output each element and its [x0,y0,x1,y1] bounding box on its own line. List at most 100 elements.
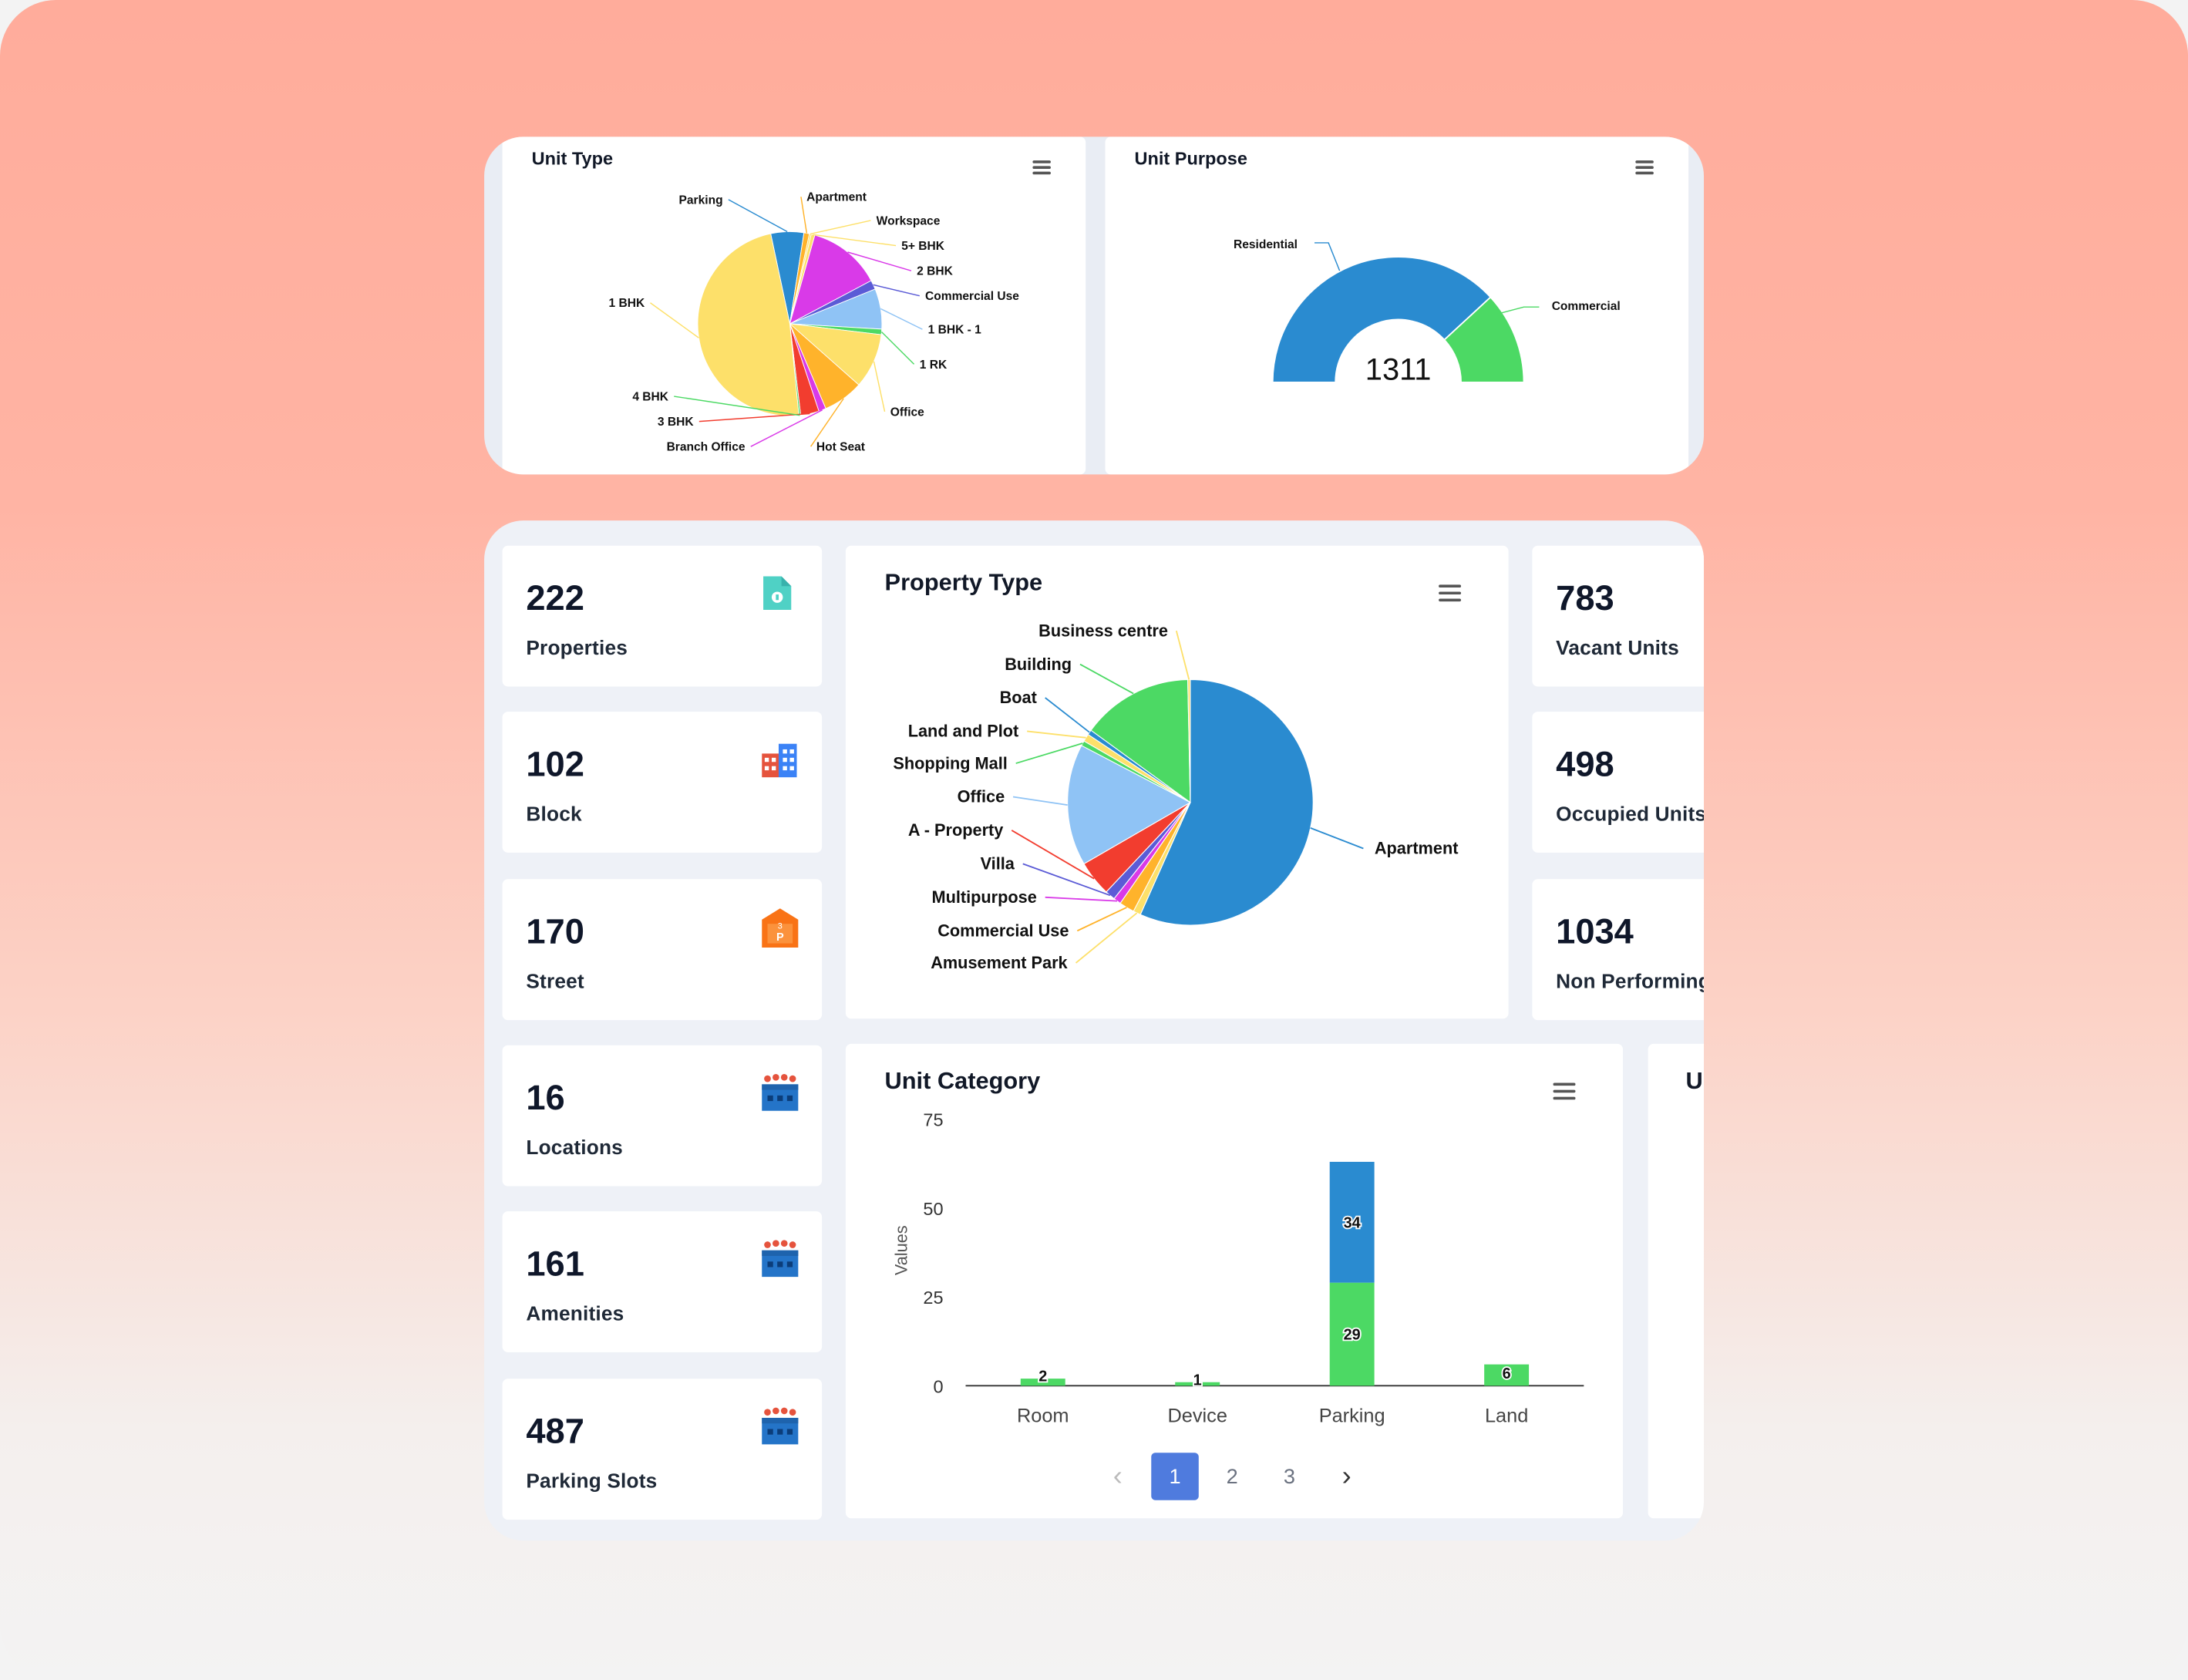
pagination-page-1[interactable]: 1 [1151,1453,1199,1500]
stat-label: Non Performing [1556,971,1705,993]
property-type-label: Villa [981,854,1015,874]
bar-data-label: 34 [1344,1215,1361,1232]
unit-type-title: Unit Type [531,147,614,170]
property-type-label: Land and Plot [908,722,1019,741]
property-type-label: Boat [1000,688,1037,707]
file-icon [760,574,796,613]
x-category-label: Parking [1319,1405,1385,1426]
stat-card-locations[interactable]: 16 Locations [502,1045,823,1187]
svg-text:3: 3 [778,921,783,931]
partial-card-title: U [1685,1067,1703,1095]
unit-type-label: Workspace [877,214,941,227]
unit-type-label: Apartment [806,191,867,204]
x-category-label: Room [1017,1405,1069,1426]
property-type-label: Business centre [1038,621,1168,640]
bar-segment [1020,1379,1065,1386]
bar-segment [1484,1364,1530,1386]
unit-category-bar-chart: 75 50 25 0 Values 2 1 29 6 34 Room Device Parking… [891,1110,1584,1426]
stat-card-occupied-units[interactable]: 498 Occupied Units [1532,712,1705,853]
stat-value: 16 [526,1078,565,1118]
unit-type-label: Office [890,406,924,419]
pagination-page-2[interactable]: 2 [1226,1464,1238,1489]
unit-type-label: 4 BHK [632,390,668,403]
y-tick-label: 50 [923,1199,943,1219]
unit-purpose-card: Unit Purpose Residential Commercial 1311 [1105,136,1689,475]
unit-type-slice [789,234,872,325]
bar-data-label: 2 [1038,1369,1047,1385]
stat-card-non-performing[interactable]: 1034 Non Performing [1532,878,1705,1020]
commercial-leader [1470,306,1540,322]
top-panel: Unit Type Parking Apartment Workspace 5+ BH… [484,136,1705,475]
factory-icon [760,1240,799,1279]
property-type-card: Property Type Business centre Building Boa… [845,545,1509,1019]
pagination-page-3[interactable]: 3 [1283,1464,1295,1489]
gauge-total: 1311 [1365,352,1432,386]
unit-purpose-title: Unit Purpose [1134,147,1247,170]
stat-label: Occupied Units [1556,804,1705,827]
commercial-label: Commercial [1552,300,1621,313]
unit-type-label: 1 BHK [609,297,645,310]
y-tick-label: 0 [933,1376,943,1396]
stat-value: 170 [526,912,584,951]
stat-value: 783 [1556,579,1614,618]
stat-card-properties[interactable]: 222 Properties [502,545,823,687]
property-type-slice [1139,678,1314,926]
bottom-panel: 222 Properties 102 Block 170 Street 3 P 16… [484,520,1705,1541]
bar-data-label: 29 [1344,1327,1361,1344]
property-type-label: Office [958,787,1005,806]
factory-icon [760,1406,799,1446]
unit-category-menu-icon[interactable] [1553,1082,1576,1100]
unit-type-pie-chart: Parking Apartment Workspace 5+ BHK 2 BHK Comm… [609,191,1020,454]
stat-label: Vacant Units [1556,638,1679,661]
y-axis-label: Values [891,1225,911,1275]
stat-label: Properties [526,638,628,661]
factory-icon [760,1073,799,1113]
bar-data-label: 1 [1193,1372,1202,1389]
property-type-menu-icon[interactable] [1439,584,1462,602]
bar-segment [1329,1161,1375,1283]
stat-value: 222 [526,579,584,618]
property-type-label: Shopping Mall [893,753,1007,773]
unit-type-label: 1 RK [920,359,948,372]
unit-type-slice [697,233,799,416]
gauge-segment [1271,256,1492,383]
stat-value: 102 [526,746,584,785]
stat-card-parking-slots[interactable]: 487 Parking Slots [502,1378,823,1520]
stat-value: 1034 [1556,912,1634,951]
unit-type-label: Commercial Use [925,290,1019,303]
partial-chart-card: U [1648,1043,1705,1519]
x-category-label: Land [1485,1405,1528,1426]
unit-type-label: Hot Seat [816,441,865,454]
stat-label: Amenities [526,1303,624,1326]
property-type-slice [1090,678,1191,803]
y-tick-label: 25 [923,1288,943,1308]
unit-type-card: Unit Type Parking Apartment Workspace 5+ BH… [502,136,1086,475]
stat-card-amenities[interactable]: 161 Amenities [502,1211,823,1353]
svg-text:P: P [776,931,784,943]
residential-label: Residential [1234,238,1298,251]
gauge-segment [1443,296,1525,383]
unit-category-title: Unit Category [884,1067,1041,1095]
property-type-label: Amusement Park [931,953,1068,972]
bar-segment [1329,1282,1375,1386]
buildings-icon [760,740,797,779]
unit-type-menu-icon[interactable] [1032,160,1051,175]
property-type-pie-chart: Business centre Building Boat Land and Plot… [893,621,1459,972]
property-type-label: Building [1005,655,1072,674]
stat-label: Street [526,971,584,993]
stat-value: 487 [526,1411,584,1451]
unit-type-label: 1 BHK - 1 [928,324,981,337]
unit-purpose-gauge: Residential Commercial 1311 [1234,238,1621,386]
unit-type-label: 5+ BHK [901,240,944,253]
bar-data-label: 6 [1503,1365,1511,1382]
unit-purpose-menu-icon[interactable] [1635,160,1654,175]
pagination-next[interactable]: › [1341,1460,1352,1491]
stat-label: Parking Slots [526,1470,658,1493]
stat-card-vacant-units[interactable]: 783 Vacant Units [1532,545,1705,687]
stat-card-block[interactable]: 102 Block [502,712,823,853]
pagination-prev[interactable]: ‹ [1113,1460,1123,1491]
bar-segment [1175,1382,1220,1386]
property-type-label: Apartment [1375,839,1459,858]
